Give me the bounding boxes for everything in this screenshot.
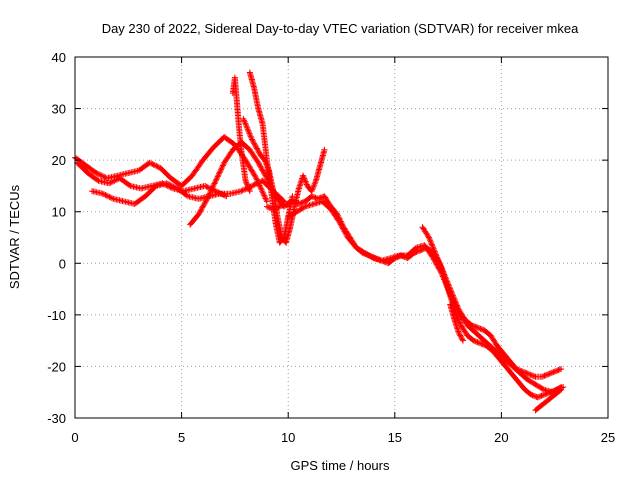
y-tick-label: -30: [47, 411, 66, 426]
series-7: [240, 115, 328, 246]
y-tick-label: 10: [52, 205, 66, 220]
y-tick-label: 0: [59, 256, 66, 271]
series-5-markers: [229, 74, 253, 195]
grid: [75, 57, 608, 418]
y-tick-label: -20: [47, 359, 66, 374]
series-8: [263, 193, 565, 380]
x-tick-label: 25: [601, 430, 615, 445]
y-tick-label: 40: [52, 50, 66, 65]
series-9: [285, 198, 565, 396]
x-tick-label: 20: [494, 430, 508, 445]
series-11: [447, 301, 466, 344]
series-12: [532, 386, 565, 414]
x-tick-label: 0: [71, 430, 78, 445]
y-axis-label: SDTVAR / TECUs: [7, 184, 22, 289]
y-tick-label: -10: [47, 308, 66, 323]
axis-ticks: 0 5 10 15 20 25 -30 -20 -10 0 10 20 30 40: [47, 50, 615, 445]
y-tick-label: 20: [52, 153, 66, 168]
x-tick-label: 15: [388, 430, 402, 445]
series-12-markers: [532, 386, 565, 414]
series-10-markers: [419, 224, 567, 401]
chart-title: Day 230 of 2022, Sidereal Day-to-day VTE…: [102, 21, 579, 36]
y-tick-label: 30: [52, 102, 66, 117]
series-10: [419, 224, 567, 401]
x-tick-label: 10: [281, 430, 295, 445]
x-axis-label: GPS time / hours: [291, 458, 390, 473]
series-5: [229, 74, 253, 195]
series-8-markers: [263, 193, 565, 380]
x-tick-label: 5: [178, 430, 185, 445]
series-11-markers: [447, 301, 466, 344]
series-7-markers: [240, 115, 328, 246]
plot-frame: [74, 56, 609, 419]
series-9-markers: [285, 198, 565, 396]
data-points: [72, 69, 567, 414]
